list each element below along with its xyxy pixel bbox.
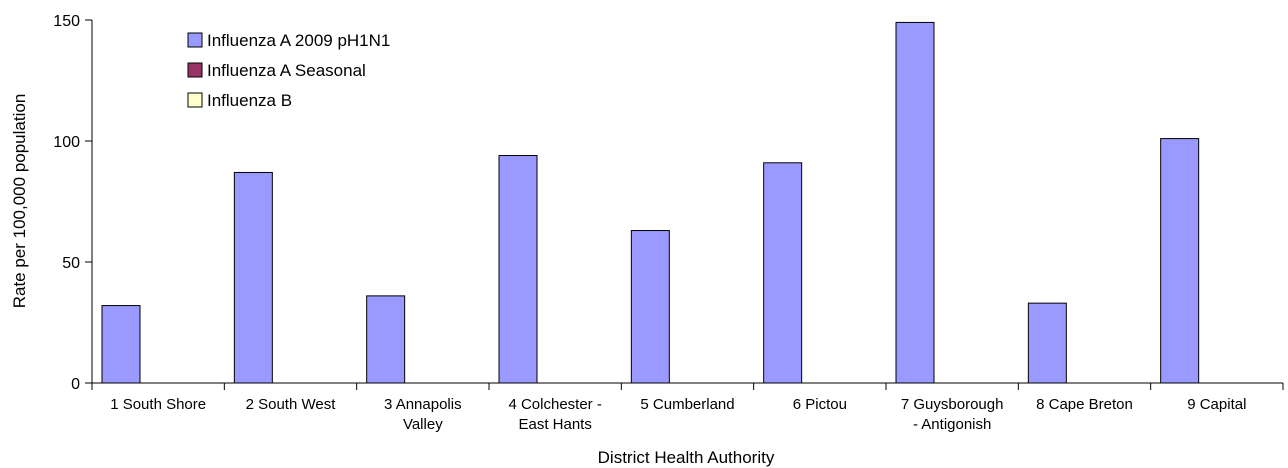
legend-label-2: Influenza A Seasonal <box>207 61 366 80</box>
legend: Influenza A 2009 pH1N1 Influenza A Season… <box>187 31 390 110</box>
axes: 0 50 100 150 1 South Shore 2 South West 3 Anna… <box>53 13 1284 433</box>
y-tick-label-50: 50 <box>62 255 80 272</box>
x-category-label-2: 2 South West <box>246 396 337 413</box>
x-category-label-3: 3 Annapolis Valley <box>384 396 462 433</box>
bar-1-2 <box>233 171 273 384</box>
y-tick-label-100: 100 <box>53 134 80 151</box>
bar-1-3 <box>366 295 406 384</box>
x-category-label-6: 6 Pictou <box>793 396 847 413</box>
bar-1-4 <box>498 155 538 384</box>
bar-1-7 <box>895 21 935 384</box>
plot-area <box>101 21 1200 384</box>
legend-swatch-1 <box>187 32 203 48</box>
x-category-label-1: 1 South Shore <box>110 396 206 413</box>
legend-label-3: Influenza B <box>207 91 292 110</box>
y-axis-title: Rate per 100,000 population <box>10 94 29 309</box>
x-axis-title: District Health Authority <box>598 448 775 467</box>
x-category-label-4: 4 Colchester -East Hants <box>508 396 601 433</box>
y-tick-label-0: 0 <box>71 376 80 393</box>
x-category-label-8: 8 Cape Breton <box>1036 396 1133 413</box>
legend-swatch-3 <box>187 92 203 108</box>
y-tick-label-150: 150 <box>53 13 80 30</box>
x-category-label-7: 7 Guysborough - Antigonish <box>901 396 1004 433</box>
bar-1-9 <box>1160 138 1200 384</box>
bar-1-1 <box>101 305 141 384</box>
x-category-label-9: 9 Capital <box>1187 396 1246 413</box>
legend-swatch-2 <box>187 62 203 78</box>
bar-1-6 <box>763 162 803 384</box>
bar-1-5 <box>630 230 670 384</box>
legend-label-1: Influenza A 2009 pH1N1 <box>207 31 390 50</box>
bar-1-8 <box>1027 302 1067 384</box>
x-category-label-5: 5 Cumberland <box>640 396 734 413</box>
